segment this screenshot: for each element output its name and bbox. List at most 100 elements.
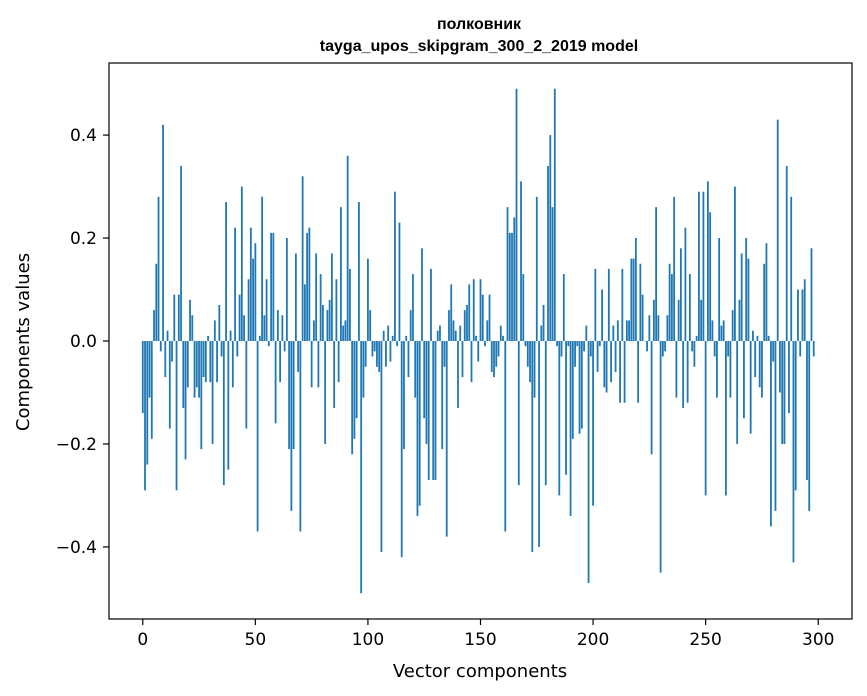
bar-78 [317, 341, 320, 388]
bar-16 [177, 294, 180, 341]
bar-103 [373, 341, 376, 352]
bar-65 [288, 341, 291, 450]
bar-119 [409, 310, 412, 341]
bar-241 [684, 227, 687, 341]
bar-95 [355, 341, 358, 419]
bar-24 [195, 341, 198, 388]
bar-206 [605, 341, 608, 393]
bar-161 [504, 341, 507, 532]
bar-283 [779, 341, 781, 393]
bar-85 [333, 341, 336, 408]
bar-231 [661, 341, 664, 357]
bar-18 [182, 341, 185, 408]
x-tick-label-6: 300 [802, 630, 834, 650]
bar-47 [247, 279, 250, 341]
bar-32 [213, 320, 216, 341]
bar-170 [524, 341, 527, 347]
bar-0 [141, 341, 144, 414]
bar-66 [290, 341, 293, 511]
bar-91 [346, 155, 349, 341]
bar-239 [679, 248, 682, 341]
bar-288 [790, 196, 793, 341]
bar-11 [166, 330, 169, 341]
bar-273 [756, 335, 759, 341]
bar-156 [493, 341, 495, 378]
bar-296 [808, 341, 811, 511]
bar-189 [567, 341, 570, 347]
bar-232 [664, 341, 667, 352]
bar-235 [670, 274, 673, 341]
bar-240 [682, 341, 685, 408]
x-tick-label-3: 150 [464, 630, 496, 650]
bar-159 [499, 325, 502, 341]
bar-237 [675, 341, 678, 398]
bar-184 [556, 341, 558, 347]
bar-175 [535, 196, 538, 341]
bar-129 [432, 341, 435, 480]
bar-204 [601, 289, 603, 341]
bar-108 [385, 341, 387, 367]
bar-17 [180, 165, 182, 341]
bar-75 [310, 341, 313, 388]
bar-154 [488, 294, 491, 341]
bar-213 [621, 268, 624, 341]
bar-236 [673, 196, 676, 341]
bar-251 [707, 181, 709, 341]
bar-279 [770, 341, 772, 527]
x-tick-label-1: 50 [245, 630, 267, 650]
bar-124 [421, 248, 423, 341]
bar-176 [538, 341, 540, 547]
bar-123 [418, 341, 421, 506]
bar-271 [752, 330, 754, 341]
bar-218 [632, 258, 635, 341]
bar-126 [425, 341, 428, 444]
bar-134 [443, 341, 446, 367]
bar-34 [218, 304, 221, 341]
bar-49 [252, 258, 254, 341]
bar-151 [481, 294, 484, 341]
bar-256 [718, 238, 721, 341]
bar-84 [331, 253, 333, 341]
bar-54 [263, 315, 266, 341]
bar-31 [211, 341, 214, 444]
bar-76 [312, 320, 315, 341]
bar-97 [360, 341, 363, 594]
bar-132 [439, 325, 441, 341]
bar-226 [650, 341, 653, 455]
bar-35 [220, 341, 223, 357]
bar-252 [709, 212, 712, 341]
bar-292 [799, 341, 802, 357]
bar-67 [292, 341, 295, 450]
bar-133 [441, 341, 444, 450]
bar-106 [380, 341, 383, 553]
bar-152 [484, 341, 486, 347]
bar-15 [175, 341, 178, 491]
bar-89 [342, 325, 345, 341]
bar-99 [364, 341, 367, 367]
bar-163 [508, 232, 511, 341]
bar-140 [457, 341, 459, 408]
chart-title-line-2: tayga_upos_skipgram_300_2_2019 model [320, 38, 638, 55]
bar-220 [637, 341, 640, 403]
bar-229 [657, 315, 660, 341]
bar-73 [306, 232, 309, 341]
bar-109 [387, 325, 390, 341]
bar-117 [405, 335, 408, 341]
bar-155 [490, 341, 493, 372]
bar-64 [285, 238, 288, 341]
bar-211 [616, 320, 619, 341]
bar-195 [580, 341, 583, 429]
bar-180 [547, 165, 549, 341]
y-tick-label-2: 0.0 [70, 332, 97, 352]
y-axis: −0.4 −0.2 0.0 0.2 0.4 [56, 126, 109, 558]
bar-162 [506, 207, 509, 341]
bar-290 [794, 341, 797, 491]
bar-82 [326, 310, 329, 341]
bar-212 [619, 341, 621, 403]
bar-147 [472, 279, 475, 341]
x-tick-label-0: 0 [137, 630, 148, 650]
bar-183 [553, 88, 556, 342]
bar-253 [711, 320, 714, 341]
bar-192 [574, 341, 576, 367]
bar-194 [578, 341, 581, 434]
